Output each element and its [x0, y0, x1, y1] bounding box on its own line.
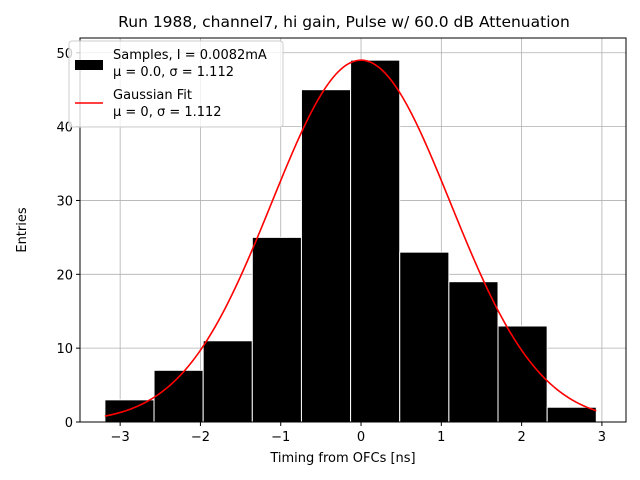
y-axis-label: Entries — [15, 207, 30, 253]
histogram-bar — [202, 340, 253, 423]
legend-stats-samples: μ = 0.0, σ = 1.112 — [113, 65, 234, 80]
legend: Samples, I = 0.0082mA μ = 0.0, σ = 1.112… — [68, 40, 284, 128]
legend-swatch-samples — [75, 60, 103, 70]
gaussian-fit-line — [104, 59, 597, 417]
legend-label-samples: Samples, I = 0.0082mA — [113, 48, 267, 63]
x-axis-label: Timing from OFCs [ns] — [269, 451, 415, 466]
histogram-bars — [104, 59, 597, 423]
x-tick-label: −1 — [271, 430, 290, 445]
histogram-bar — [448, 281, 499, 423]
histogram-bar — [350, 59, 401, 423]
histogram-bar — [399, 251, 450, 423]
x-tick-label: 3 — [598, 430, 606, 445]
legend-label-fit: Gaussian Fit — [113, 88, 192, 103]
chart-title: Run 1988, channel7, hi gain, Pulse w/ 60… — [118, 13, 570, 31]
legend-stats-fit: μ = 0, σ = 1.112 — [113, 105, 222, 120]
x-tick-label: −2 — [191, 430, 210, 445]
x-tick-label: 2 — [517, 430, 525, 445]
histogram-bar — [251, 236, 302, 423]
y-tick-label: 30 — [56, 194, 73, 209]
histogram-bar — [104, 399, 155, 423]
x-tick-label: −3 — [111, 430, 130, 445]
histogram-bar — [300, 89, 352, 423]
plot-frame — [79, 37, 627, 423]
y-tick-label: 10 — [56, 342, 73, 357]
x-axis: −3 −2 −1 0 1 2 3 — [111, 422, 606, 445]
x-tick-label: 1 — [437, 430, 445, 445]
y-tick-label: 20 — [56, 268, 73, 283]
y-tick-label: 0 — [65, 416, 73, 431]
histogram-bar — [546, 406, 597, 423]
legend-box — [68, 40, 284, 128]
x-tick-label: 0 — [357, 430, 365, 445]
